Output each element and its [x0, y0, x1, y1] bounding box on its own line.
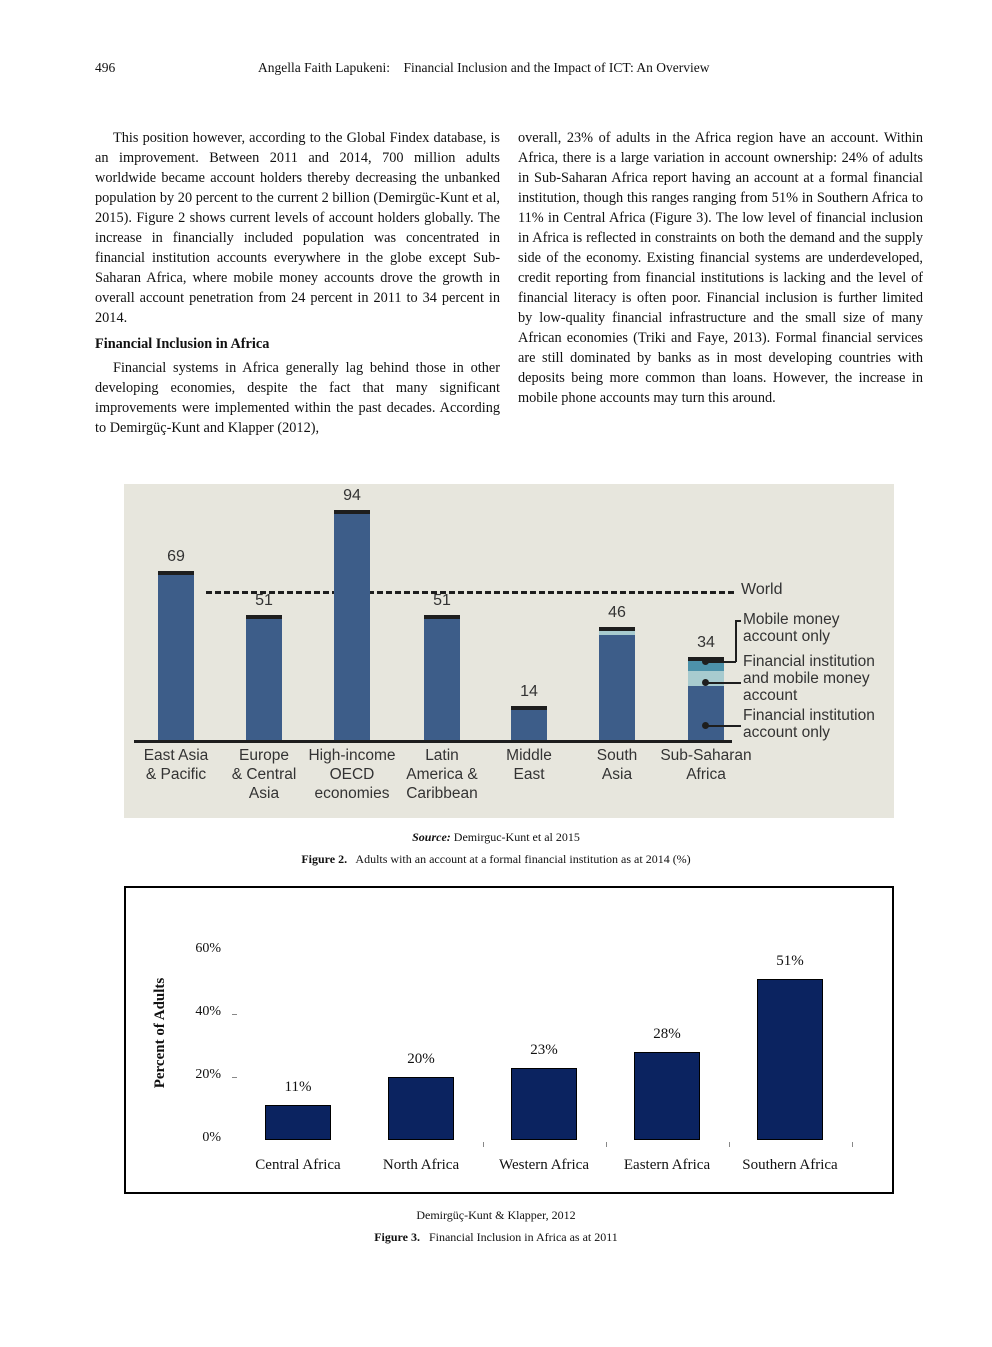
bar: [511, 1067, 577, 1140]
bar: [757, 979, 823, 1140]
category-label: Western Africa: [499, 1157, 589, 1173]
world-reference-line: [206, 591, 734, 594]
category-label: Middle East: [506, 747, 552, 783]
bar-cap: [334, 509, 370, 514]
bar: [265, 1105, 331, 1140]
y-tick-label: 20%: [195, 1067, 221, 1082]
bar-segment: [599, 629, 635, 635]
bar-cap: [246, 615, 282, 620]
bar: [511, 705, 547, 740]
legend-dot-icon: [702, 722, 709, 729]
legend-fi-only: Financial institution account only: [743, 707, 875, 741]
x-tick-mark: [729, 1142, 730, 1147]
y-tick-mark: [232, 1077, 237, 1078]
bar-cap: [424, 615, 460, 620]
left-column: This position however, according to the …: [95, 128, 500, 438]
x-tick-mark: [852, 1142, 853, 1147]
bar-value-label: 51%: [776, 953, 804, 970]
right-column: overall, 23% of adults in the Africa reg…: [518, 128, 923, 408]
category-label: South Asia: [596, 747, 638, 783]
leader-line: [708, 682, 741, 684]
bar-segment: [424, 617, 460, 740]
leader-line: [735, 620, 737, 662]
figure-3-source: Demirgüç-Kunt & Klapper, 2012: [416, 1208, 576, 1222]
caption-label: Figure 3.: [374, 1230, 420, 1244]
bar-value-label: 11%: [284, 1079, 312, 1096]
leader-line: [708, 661, 736, 663]
category-label: Latin America & Caribbean: [406, 747, 478, 802]
bar-segment: [158, 570, 194, 740]
bar-value-label: 51: [433, 592, 451, 610]
bar-cap: [511, 705, 547, 710]
bar-value-label: 20%: [407, 1051, 435, 1067]
legend-dot-icon: [702, 658, 709, 665]
y-axis-label: Percent of Adults: [152, 977, 168, 1089]
caption-text: Financial Inclusion in Africa as at 2011: [419, 1230, 618, 1244]
category-label: Europe & Central Asia: [231, 747, 297, 802]
bar-value-label: 51: [255, 592, 273, 610]
legend-mobile-only: Mobile money account only: [743, 611, 840, 645]
figure-3-caption: Figure 3. Financial Inclusion in Africa …: [0, 1230, 992, 1245]
bar: [388, 1077, 454, 1140]
bar-value-label: 28%: [653, 1025, 681, 1042]
leader-line: [708, 725, 741, 727]
bar: [158, 570, 194, 740]
category-label: Eastern Africa: [623, 1157, 711, 1173]
world-label: World: [741, 581, 783, 598]
figure-2-source: Source: Demirguc-Kunt et al 2015: [0, 830, 992, 845]
category-label: North Africa: [382, 1157, 460, 1173]
figure-2-chart: World 69 East Asia & Pacific 51 Europe & Ce…: [124, 484, 894, 818]
figure-3-chart: Percent of Adults 0% 20% 40% 60% 11% Central…: [124, 886, 894, 1194]
category-label: High-income OECD economies: [308, 747, 396, 802]
bar-segment: [599, 634, 635, 740]
running-title: Angella Faith Lapukeni: Financial Inclus…: [258, 60, 710, 75]
source-label: Source:: [412, 830, 451, 844]
category-label: Sub-Saharan Africa: [660, 747, 752, 783]
bar-value-label: 23%: [530, 1041, 558, 1058]
x-tick-mark: [606, 1142, 607, 1147]
bar-segment: [246, 615, 282, 740]
legend-fi-and-mobile: Financial institution and mobile money a…: [743, 653, 875, 704]
caption-label: Figure 2.: [301, 852, 348, 866]
bar-value-label: 46: [608, 604, 626, 622]
y-tick-label: 40%: [195, 1004, 221, 1019]
y-tick-label: 60%: [195, 941, 221, 956]
caption-text: Adults with an account at a formal finan…: [347, 852, 691, 866]
bar: [334, 509, 370, 740]
bar-value-label: 69: [167, 547, 185, 565]
leader-line: [735, 620, 741, 622]
figure-2-caption: Figure 2. Adults with an account at a fo…: [0, 852, 992, 867]
bar-segment: [511, 705, 547, 740]
y-tick-mark: [232, 1014, 237, 1015]
bar-value-label: 34: [697, 633, 715, 651]
bar-value-label: 94: [343, 486, 361, 504]
page-number: 496: [95, 60, 116, 75]
legend-dot-icon: [702, 679, 709, 686]
category-label: Central Africa: [255, 1157, 341, 1173]
x-axis-baseline: [134, 740, 732, 743]
y-tick-label: 0%: [202, 1130, 221, 1145]
bar-segment: [334, 509, 370, 740]
bar: [424, 615, 460, 740]
body-paragraph: Financial systems in Africa generally la…: [95, 360, 500, 436]
category-label: East Asia & Pacific: [143, 747, 209, 783]
bar: [599, 627, 635, 740]
category-label: Southern Africa: [742, 1157, 838, 1173]
bar-value-label: 14: [520, 682, 538, 700]
bar: [246, 615, 282, 740]
bar-cap: [158, 570, 194, 575]
source-text: Demirguc-Kunt et al 2015: [450, 830, 580, 844]
bar: [634, 1051, 700, 1140]
bar-cap: [599, 627, 635, 632]
body-paragraph: This position however, according to the …: [95, 130, 500, 326]
section-heading: Financial Inclusion in Africa: [95, 336, 270, 352]
body-paragraph: overall, 23% of adults in the Africa reg…: [518, 130, 923, 406]
bar-segment: [688, 686, 724, 740]
x-tick-mark: [483, 1142, 484, 1147]
